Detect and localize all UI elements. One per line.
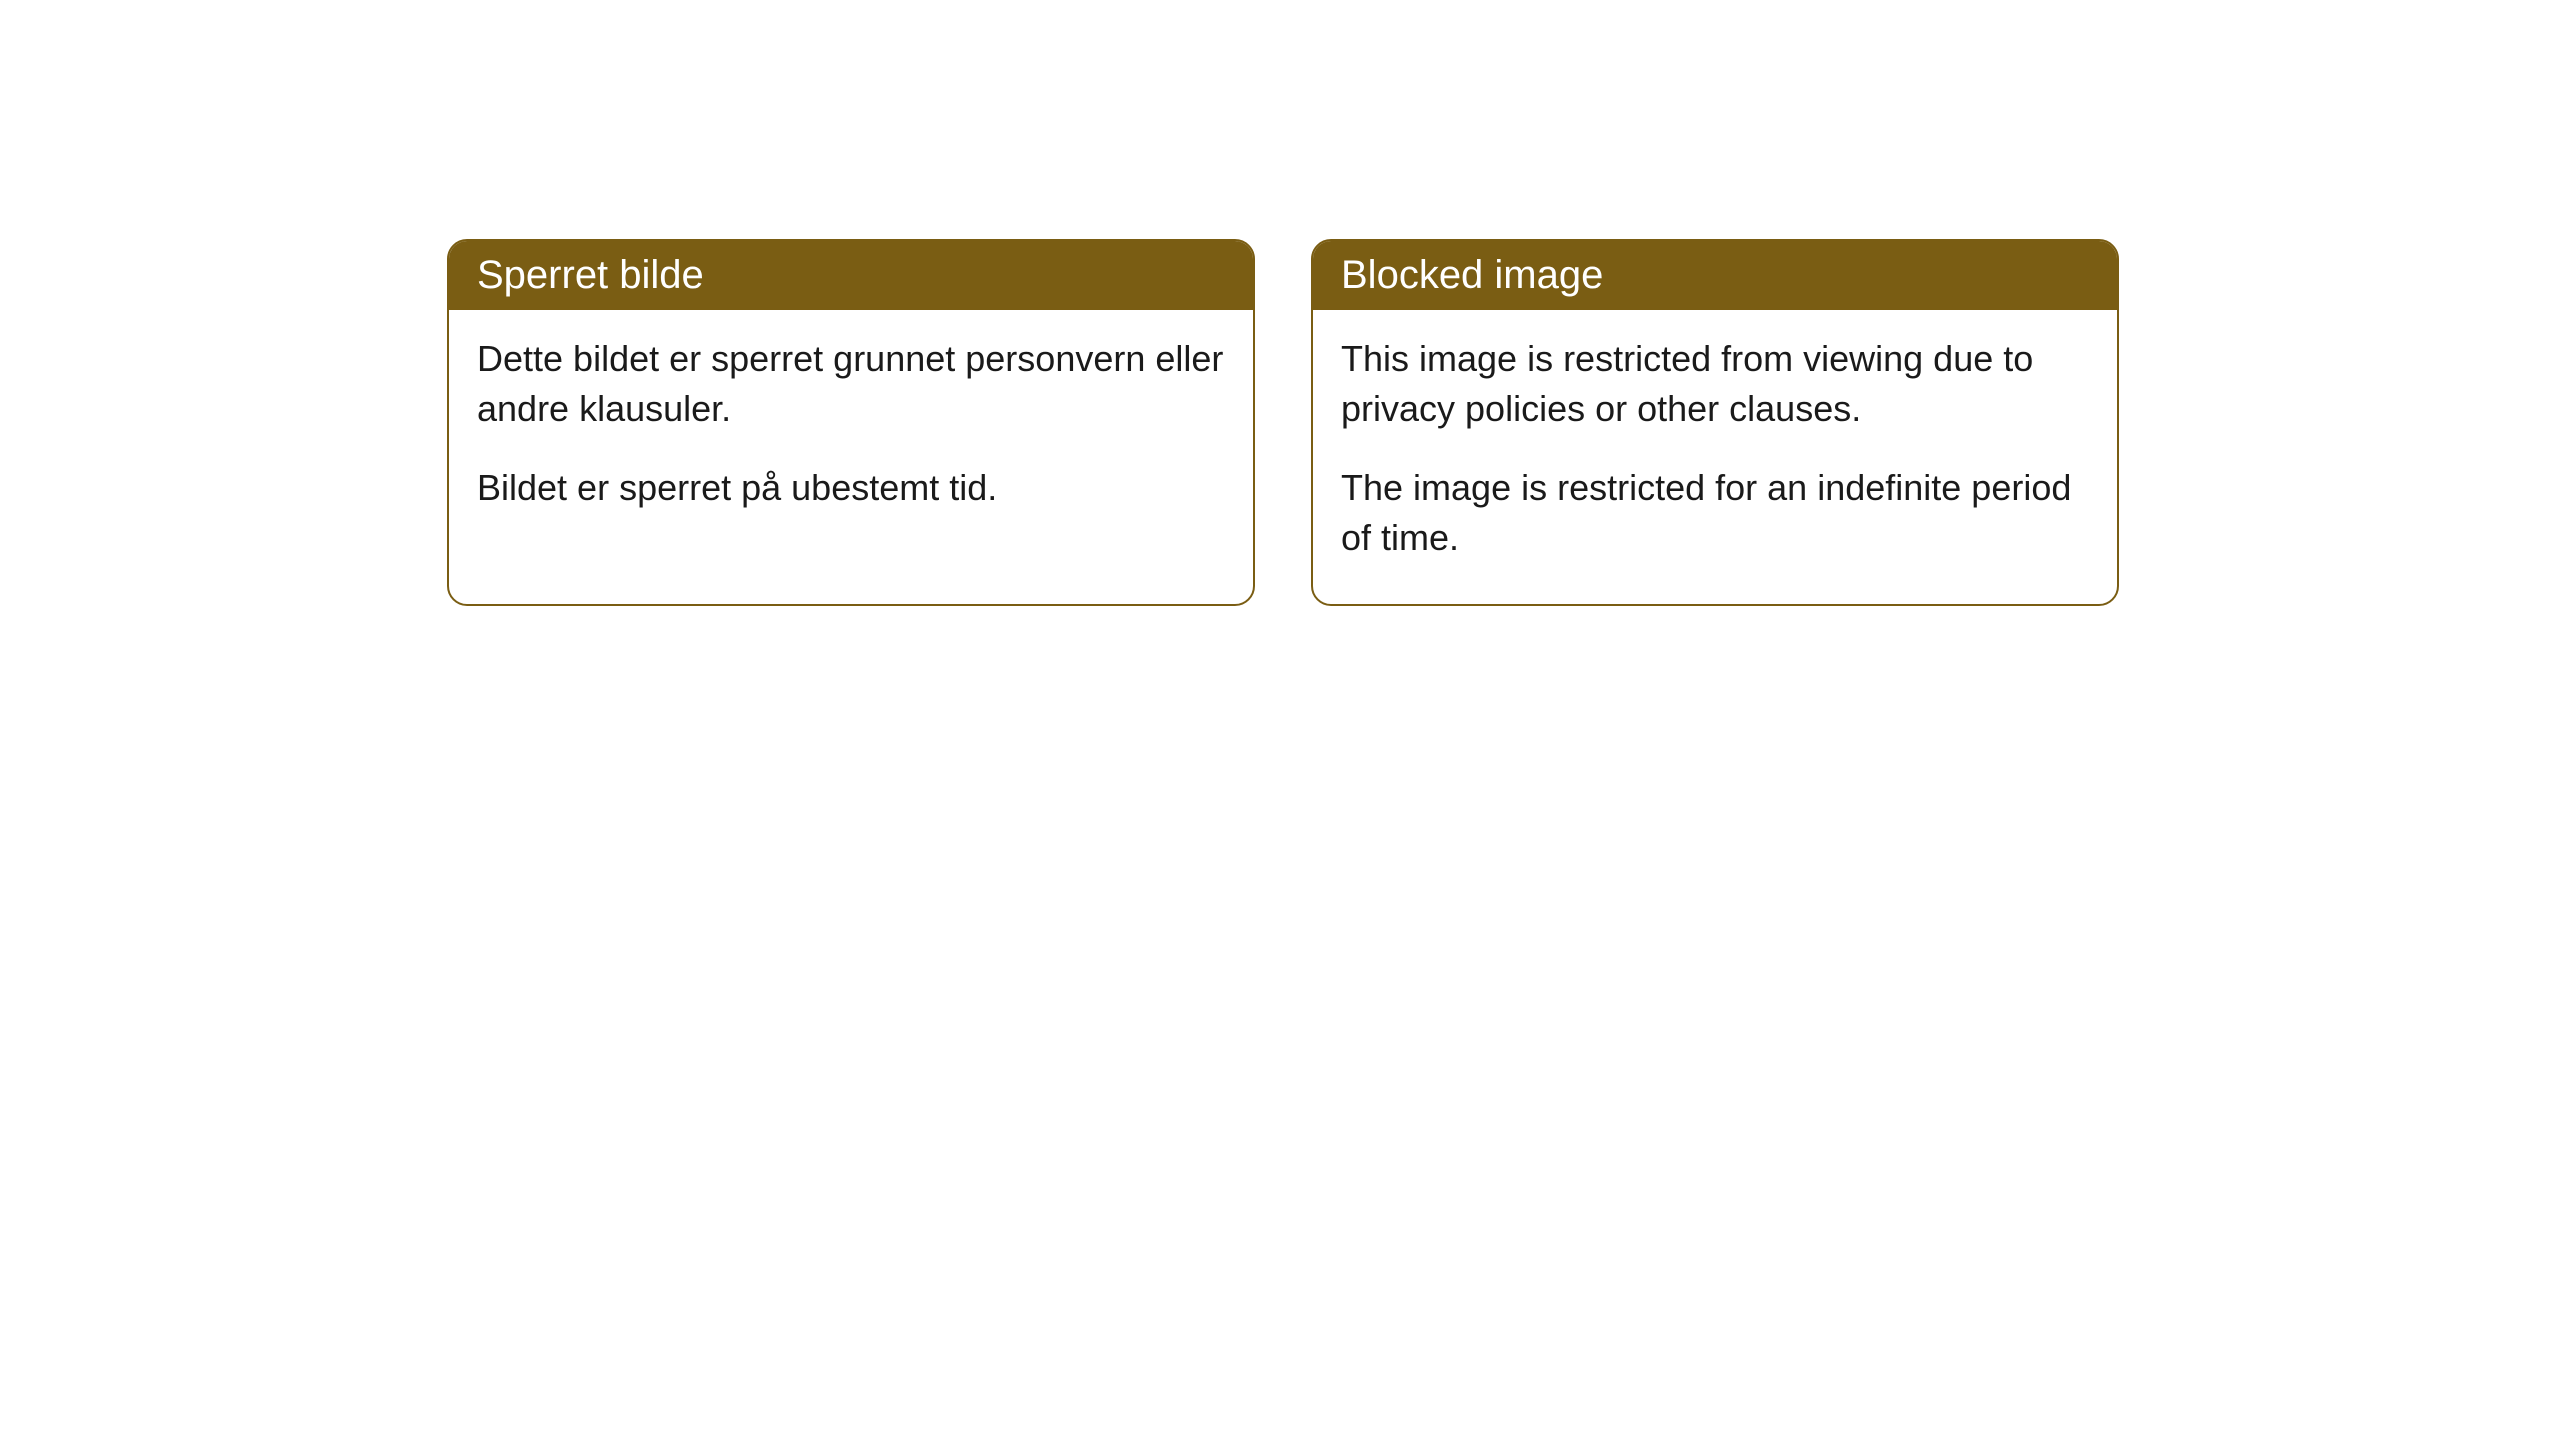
card-body: This image is restricted from viewing du… [1313, 310, 2117, 604]
card-paragraph: The image is restricted for an indefinit… [1341, 463, 2089, 564]
card-paragraph: This image is restricted from viewing du… [1341, 334, 2089, 435]
notice-card-norwegian: Sperret bilde Dette bildet er sperret gr… [447, 239, 1255, 606]
notice-container: Sperret bilde Dette bildet er sperret gr… [447, 239, 2119, 606]
card-paragraph: Bildet er sperret på ubestemt tid. [477, 463, 1225, 513]
card-body: Dette bildet er sperret grunnet personve… [449, 310, 1253, 553]
notice-card-english: Blocked image This image is restricted f… [1311, 239, 2119, 606]
card-title: Sperret bilde [449, 241, 1253, 310]
card-title: Blocked image [1313, 241, 2117, 310]
card-paragraph: Dette bildet er sperret grunnet personve… [477, 334, 1225, 435]
